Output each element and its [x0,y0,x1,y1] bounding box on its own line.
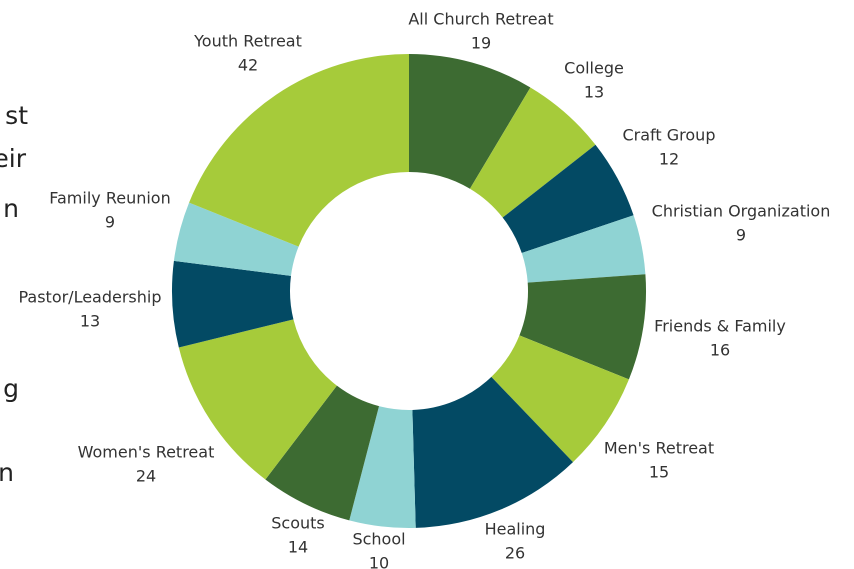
clipped-text: n [3,194,19,223]
slice-value: 16 [710,341,730,360]
slice-label: Women's Retreat [78,443,215,462]
donut-slice [171,260,294,348]
slice-value: 24 [136,467,156,486]
clipped-text: g [3,374,19,403]
donut-slice [412,376,573,528]
donut-slice [349,406,416,528]
slice-value: 13 [80,312,100,331]
slice-value: 9 [105,213,115,232]
slice-label: Pastor/Leadership [18,288,161,307]
slice-label: Friends & Family [654,317,786,336]
donut-slice [519,274,646,380]
slice-value: 13 [584,83,604,102]
slice-label: Healing [485,520,546,539]
slice-label: All Church Retreat [408,10,553,29]
donut-slice [502,144,634,253]
slice-value: 42 [238,56,258,75]
slice-label: Men's Retreat [604,439,714,458]
slice-value: 10 [369,554,389,569]
donut-slice [409,54,531,189]
clipped-text: n [0,458,14,487]
donut-slice [521,215,646,283]
donut-slice [265,385,380,521]
slice-label: Scouts [271,514,325,533]
slice-value: 12 [659,150,679,169]
slice-value: 14 [288,538,308,557]
slice-value: 15 [649,463,669,482]
donut-slice [469,87,596,218]
slice-value: 26 [505,544,525,563]
slice-label: College [564,59,624,78]
clipped-text: eir [0,144,27,173]
donut-slice [173,202,299,276]
slice-label: School [352,530,405,549]
donut-slice [491,335,629,463]
donut-slice [189,54,409,247]
slice-value: 9 [736,226,746,245]
slice-label: Family Reunion [49,189,170,208]
slice-label: Christian Organization [652,202,831,221]
donut-slice [178,319,337,480]
slice-label: Youth Retreat [193,32,302,51]
slice-value: 19 [471,34,491,53]
slice-label: Craft Group [623,126,716,145]
clipped-text: st [5,101,28,130]
